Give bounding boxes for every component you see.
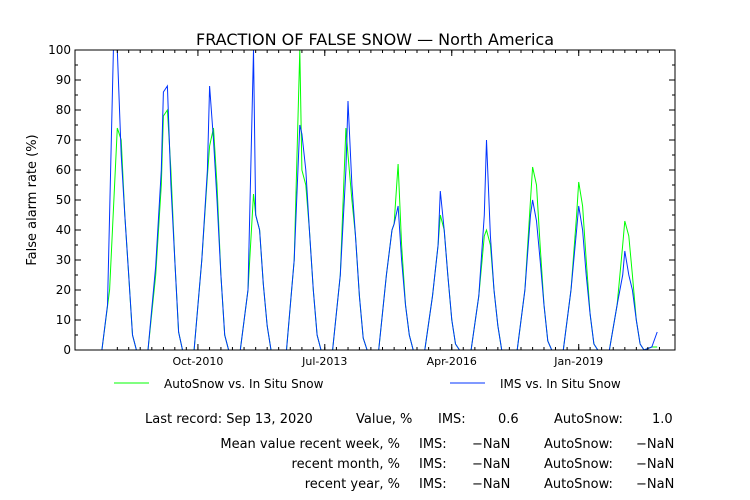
x-tick-label: Apr-2016 <box>427 355 477 368</box>
y-tick-label: 50 <box>56 193 71 207</box>
y-tick-label: 10 <box>56 313 71 327</box>
x-tick-label: Oct-2010 <box>172 355 223 368</box>
y-axis-label: False alarm rate (%) <box>25 134 40 265</box>
y-tick-label: 30 <box>56 253 71 267</box>
y-tick-label: 80 <box>56 103 71 117</box>
y-tick-label: 20 <box>56 283 71 297</box>
plot-frame <box>74 49 676 351</box>
y-tick-label: 60 <box>56 163 71 177</box>
x-tick-label: Jul-2013 <box>301 355 347 368</box>
series-line-1 <box>101 50 658 350</box>
chart-title: FRACTION OF FALSE SNOW — North America <box>196 30 554 49</box>
y-tick-label: 90 <box>56 73 71 87</box>
x-tick-label: Jan-2019 <box>553 355 603 368</box>
legend-label-1: IMS vs. In Situ Snow <box>500 377 621 391</box>
y-tick-label: 70 <box>56 133 71 147</box>
legend-label-0: AutoSnow vs. In Situ Snow <box>164 377 324 391</box>
y-tick-label: 40 <box>56 223 71 237</box>
y-tick-label: 100 <box>48 43 71 57</box>
series-line-0 <box>101 50 658 350</box>
y-tick-label: 0 <box>63 343 71 357</box>
